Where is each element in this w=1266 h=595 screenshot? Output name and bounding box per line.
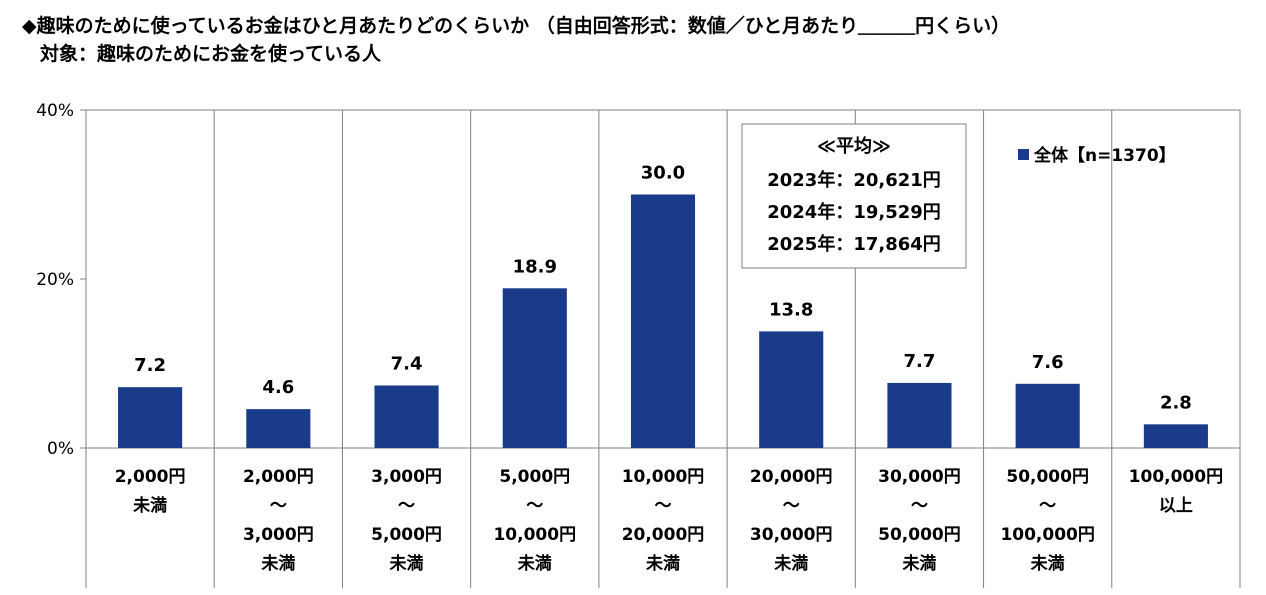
x-tick-label: 100,000円 (1000, 525, 1094, 545)
x-tick-label: 未満 (1030, 553, 1065, 574)
legend-swatch (1018, 149, 1029, 160)
x-tick-label: 20,000円 (622, 525, 705, 545)
title-block: ◆趣味のために使っているお金はひと月あたりどのくらいか （自由回答形式：数値／ひ… (22, 12, 1010, 68)
x-tick-label: 10,000円 (493, 525, 576, 545)
average-line: 2023年：20,621円 (767, 169, 941, 191)
data-label: 13.8 (769, 299, 813, 320)
bar (502, 288, 567, 448)
bar (118, 387, 183, 448)
average-line: 2024年：19,529円 (767, 201, 941, 223)
x-tick-label: 未満 (517, 553, 552, 574)
average-heading: ≪平均≫ (817, 135, 891, 157)
x-tick-label: 未満 (901, 553, 936, 574)
x-tick-label: 2,000円 (243, 467, 314, 487)
x-tick-label: 未満 (773, 553, 808, 574)
x-tick-label: 10,000円 (622, 467, 705, 487)
average-line: 2025年：17,864円 (767, 233, 941, 255)
x-tick-label: ～ (526, 496, 543, 516)
x-tick-label: 5,000円 (371, 525, 442, 545)
bar (246, 409, 311, 448)
x-tick-label: 5,000円 (499, 467, 570, 487)
x-tick-label: 未満 (645, 553, 680, 574)
data-label: 30.0 (641, 163, 685, 184)
data-label: 7.4 (391, 353, 423, 374)
x-tick-label: 30,000円 (878, 467, 961, 487)
x-tick-label: 2,000円 (115, 467, 186, 487)
chart-subtitle: 対象：趣味のためにお金を使っている人 (40, 43, 382, 65)
x-tick-label: 3,000円 (371, 467, 442, 487)
data-label: 2.8 (1160, 392, 1192, 413)
bar (630, 194, 696, 448)
x-tick-label: ～ (783, 496, 800, 516)
x-tick-label: ～ (270, 496, 287, 516)
x-tick-label: 30,000円 (750, 525, 833, 545)
bar (1015, 383, 1080, 448)
data-label: 18.9 (513, 256, 557, 277)
legend-label: 全体【n=1370】 (1033, 145, 1176, 166)
x-tick-label: 50,000円 (1006, 467, 1089, 487)
x-tick-label: 50,000円 (878, 525, 961, 545)
y-tick-label: 20% (36, 270, 74, 290)
x-tick-label: 以上 (1159, 496, 1193, 516)
bar (374, 385, 439, 448)
bar (1143, 424, 1208, 448)
x-tick-label: 3,000円 (243, 525, 314, 545)
data-label: 7.2 (134, 355, 166, 376)
x-tick-label: ～ (398, 496, 415, 516)
x-tick-label: 100,000円 (1129, 467, 1223, 487)
x-tick-label: 未満 (132, 495, 167, 516)
x-tick-label: ～ (655, 496, 672, 516)
x-tick-label: 20,000円 (750, 467, 833, 487)
x-tick-label: 未満 (389, 553, 424, 574)
data-label: 4.6 (262, 377, 294, 398)
y-tick-label: 0% (47, 439, 74, 459)
data-label: 7.6 (1032, 352, 1064, 373)
bar (887, 382, 952, 448)
y-tick-label: 40% (36, 101, 74, 121)
bar (759, 331, 824, 448)
data-label: 7.7 (903, 351, 935, 372)
chart-title: ◆趣味のために使っているお金はひと月あたりどのくらいか （自由回答形式：数値／ひ… (22, 15, 1011, 37)
x-tick-label: ～ (911, 496, 928, 516)
x-tick-label: 未満 (260, 553, 295, 574)
x-tick-label: ～ (1039, 496, 1056, 516)
average-annotation-box (741, 123, 967, 269)
